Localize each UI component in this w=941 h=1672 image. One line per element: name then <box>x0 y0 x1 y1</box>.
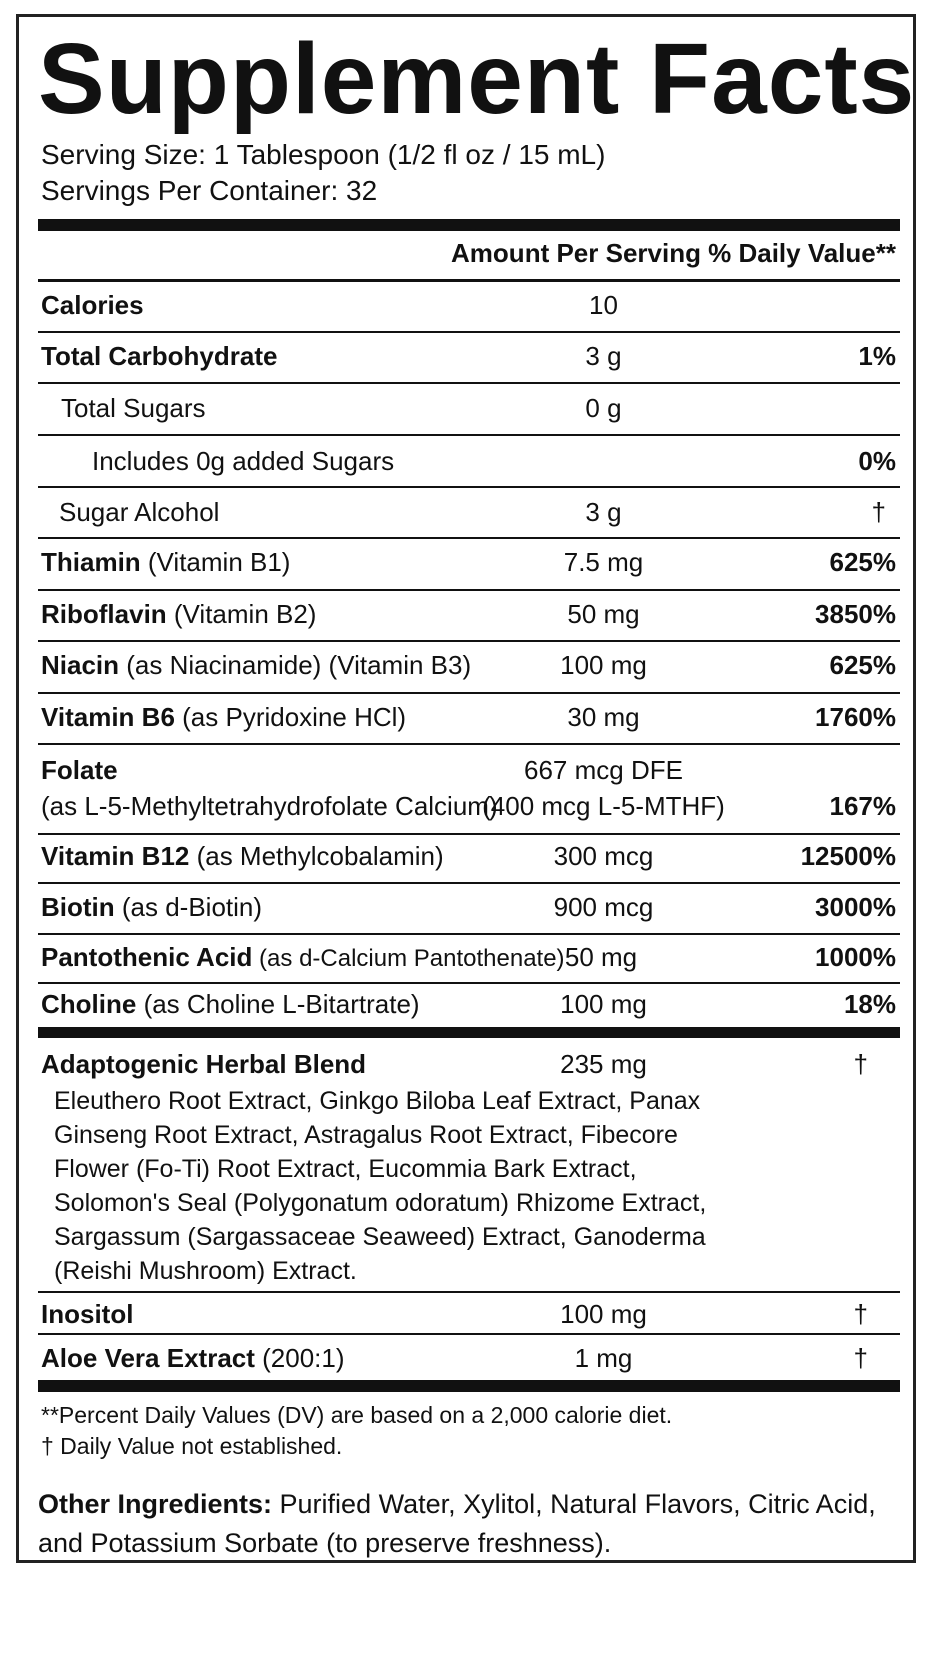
footnote-dv: **Percent Daily Values (DV) are based on… <box>41 1402 673 1428</box>
nutrient-amount: 667 mcg DFE <box>524 755 683 785</box>
nutrient-amount: 10 <box>589 290 618 320</box>
blend-name: Adaptogenic Herbal Blend <box>41 1049 367 1079</box>
nutrient-name: Choline (as Choline L-Bitartrate) <box>41 989 420 1019</box>
nutrient-name: Sugar Alcohol <box>59 497 220 527</box>
thick-rule <box>38 1380 900 1392</box>
nutrient-amount: 30 mg <box>567 702 640 732</box>
nutrient-dv: 1760% <box>815 702 896 732</box>
nutrient-dv: 625% <box>829 650 897 680</box>
nutrient-amount: 50 mg <box>567 599 640 629</box>
nutrient-amount: 7.5 mg <box>563 547 644 577</box>
nutrient-amount: 100 mg <box>560 1299 647 1329</box>
panel-title: Supplement Facts <box>38 23 916 135</box>
nutrient-name: Riboflavin (Vitamin B2) <box>41 599 317 629</box>
divider <box>38 692 900 694</box>
dagger-mark: † <box>853 1299 868 1329</box>
nutrient-amount: 3 g <box>585 497 622 527</box>
dagger-mark: † <box>871 497 886 527</box>
serving-size: Serving Size: 1 Tablespoon (1/2 fl oz / … <box>41 139 606 170</box>
nutrient-amount: 3 g <box>585 341 622 371</box>
nutrient-name: Aloe Vera Extract (200:1) <box>41 1343 345 1373</box>
blend-line: Solomon's Seal (Polygonatum odoratum) Rh… <box>54 1189 707 1217</box>
dv-header: % Daily Value** <box>708 238 896 268</box>
nutrient-dv: 167% <box>829 791 897 821</box>
nutrient-name: Inositol <box>41 1299 134 1329</box>
divider <box>38 434 900 436</box>
blend-line: Eleuthero Root Extract, Ginkgo Biloba Le… <box>54 1087 701 1115</box>
nutrient-amount: 100 mg <box>560 989 647 1019</box>
blend-line: Ginseng Root Extract, Astragalus Root Ex… <box>54 1121 678 1149</box>
nutrient-name: Vitamin B12 (as Methylcobalamin) <box>41 841 444 871</box>
nutrient-dv: 1000% <box>815 942 896 972</box>
footnote-dagger: † Daily Value not established. <box>41 1433 343 1459</box>
divider <box>38 382 900 384</box>
blend-amount: 235 mg <box>560 1049 647 1079</box>
dagger-mark: † <box>853 1049 868 1079</box>
nutrient-name: Includes 0g added Sugars <box>92 446 395 476</box>
other-ingredients-label: Other Ingredients: <box>38 1489 273 1519</box>
divider <box>38 833 900 835</box>
nutrient-name: Total Sugars <box>61 393 206 423</box>
divider <box>38 1333 900 1335</box>
servings-per-container: Servings Per Container: 32 <box>41 175 378 206</box>
nutrient-amount: 300 mcg <box>553 841 654 871</box>
nutrient-dv: 0% <box>858 446 896 476</box>
nutrient-name: Vitamin B6 (as Pyridoxine HCl) <box>41 702 407 732</box>
nutrient-name: Biotin (as d-Biotin) <box>41 892 263 922</box>
supplement-facts-panel <box>16 14 916 1563</box>
nutrient-amount: 1 mg <box>574 1343 633 1373</box>
other-ingredients-text: Purified Water, Xylitol, Natural Flavors… <box>38 1489 876 1558</box>
blend-line: Flower (Fo-Ti) Root Extract, Eucommia Ba… <box>54 1155 637 1183</box>
nutrient-dv: 1% <box>858 341 896 371</box>
nutrient-amount: 50 mg <box>564 942 638 972</box>
thick-rule <box>38 1027 900 1038</box>
other-ingredients: Other Ingredients: Purified Water, Xylit… <box>38 1485 898 1563</box>
nutrient-dv: 3850% <box>815 599 896 629</box>
divider <box>38 933 900 935</box>
nutrient-amount-detail: (400 mcg L-5-MTHF) <box>482 791 725 821</box>
divider <box>38 882 900 884</box>
nutrient-name: Thiamin (Vitamin B1) <box>41 547 291 577</box>
blend-ingredients: Eleuthero Root Extract, Ginkgo Biloba Le… <box>54 1084 814 1288</box>
divider <box>38 743 900 745</box>
divider <box>38 589 900 591</box>
nutrient-amount: 0 g <box>585 393 622 423</box>
nutrient-name: Folate <box>41 755 118 785</box>
thick-rule <box>38 219 900 231</box>
nutrient-dv: 3000% <box>815 892 896 922</box>
divider <box>38 640 900 642</box>
dagger-mark: † <box>853 1343 868 1373</box>
nutrient-amount: 900 mcg <box>553 892 654 922</box>
nutrient-name: Niacin (as Niacinamide) (Vitamin B3) <box>41 650 472 680</box>
divider <box>38 279 900 282</box>
blend-line: (Reishi Mushroom) Extract. <box>54 1257 357 1285</box>
divider <box>38 537 900 539</box>
divider <box>38 1291 900 1293</box>
nutrient-name: Pantothenic Acid (as d-Calcium Pantothen… <box>41 942 565 972</box>
divider <box>38 982 900 984</box>
divider <box>38 331 900 333</box>
nutrient-name: Calories <box>41 290 144 320</box>
blend-line: Sargassum (Sargassaceae Seaweed) Extract… <box>54 1223 706 1251</box>
amount-header: Amount Per Serving <box>451 238 701 268</box>
nutrient-amount: 100 mg <box>560 650 647 680</box>
nutrient-dv: 12500% <box>800 841 896 871</box>
divider <box>38 486 900 488</box>
nutrient-dv: 625% <box>829 547 897 577</box>
nutrient-detail: (as L-5-Methyltetrahydrofolate Calcium) <box>41 791 498 821</box>
nutrient-name: Total Carbohydrate <box>41 341 278 371</box>
nutrient-dv: 18% <box>843 989 896 1019</box>
